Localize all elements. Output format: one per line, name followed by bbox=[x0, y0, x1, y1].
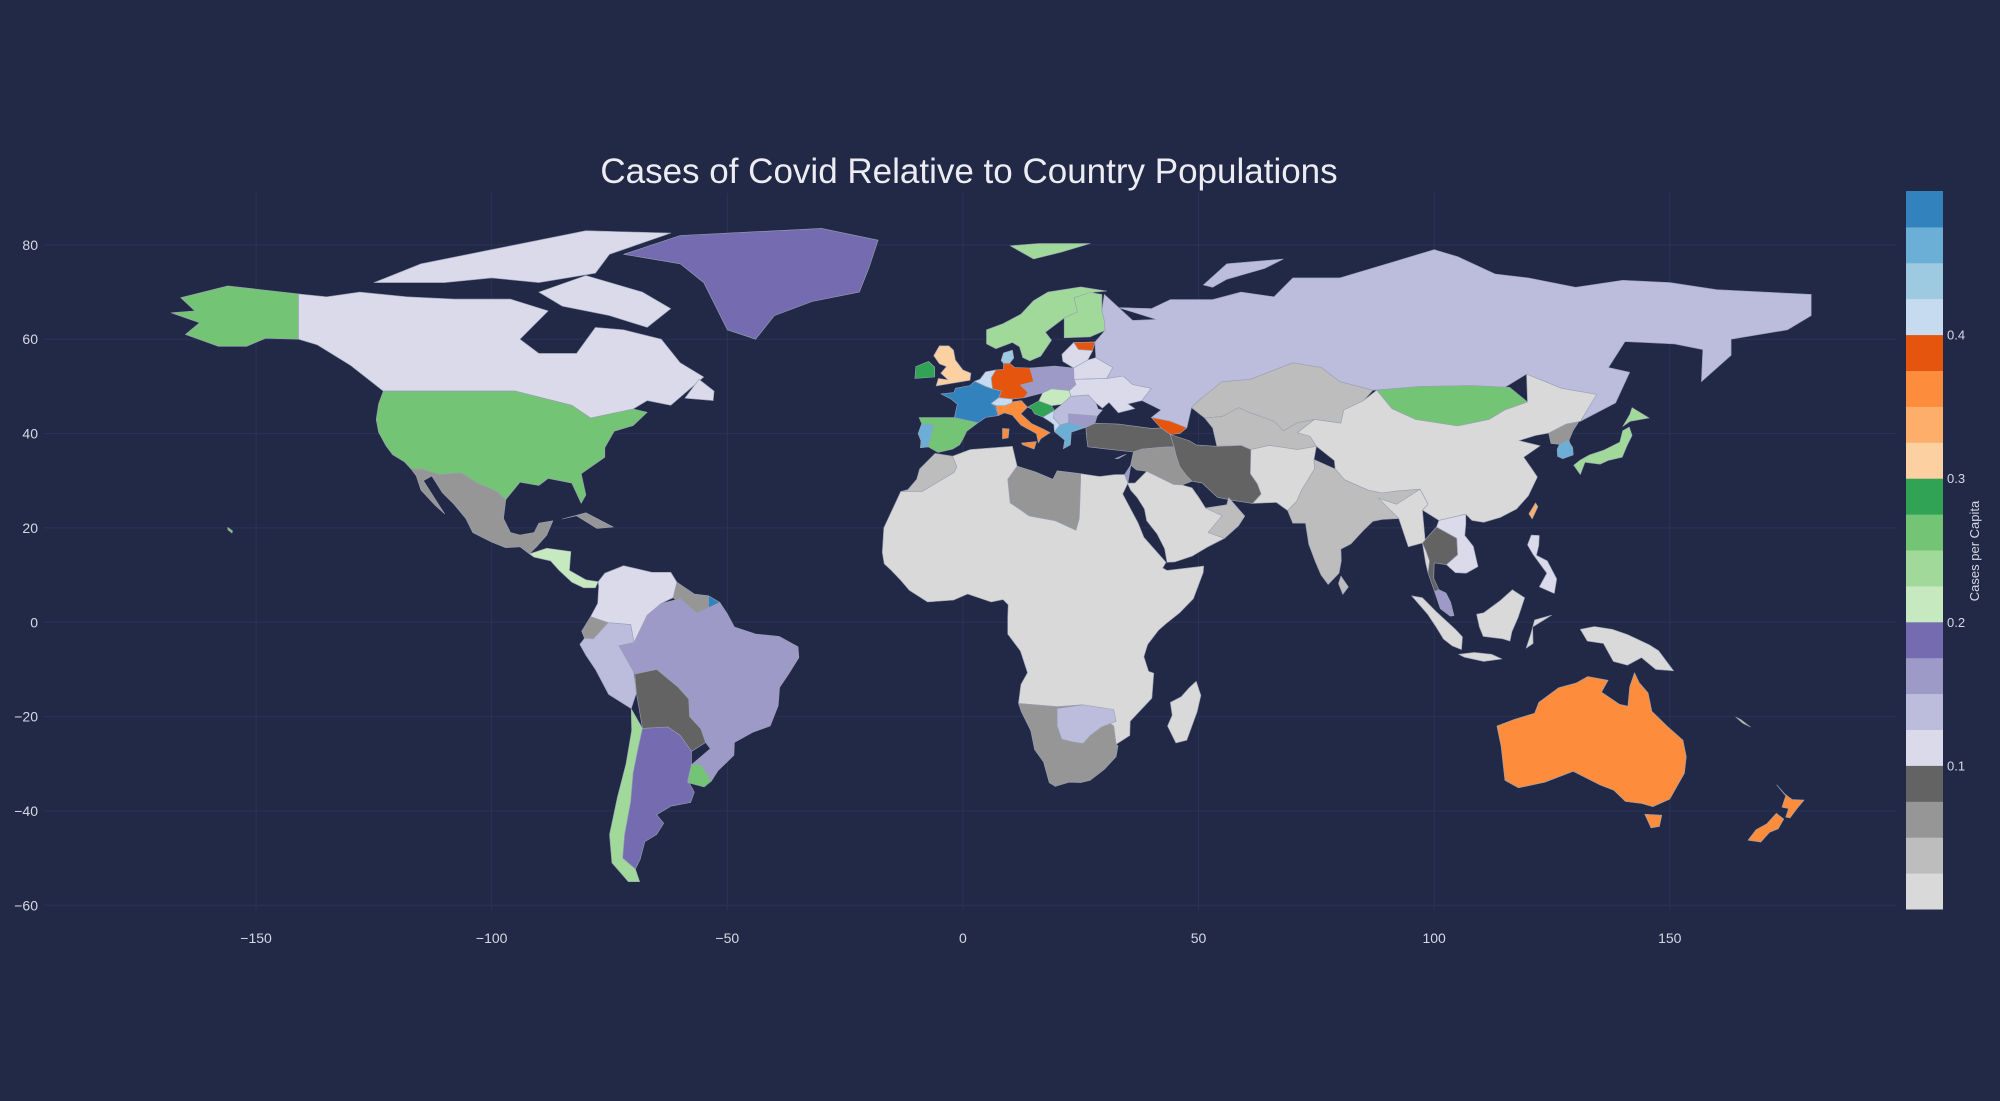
colorbar-bin bbox=[1906, 442, 1943, 479]
x-tick-label: −150 bbox=[240, 930, 272, 946]
country-new-guinea: New Guinea bbox=[1580, 626, 1674, 672]
colorbar-bin bbox=[1906, 226, 1943, 264]
country-australia: Australia bbox=[1496, 672, 1687, 807]
colorbar-bin bbox=[1906, 801, 1943, 838]
country-japan: Japan bbox=[1573, 426, 1633, 475]
country-borneo: Borneo bbox=[1476, 589, 1525, 642]
x-tick-label: −50 bbox=[715, 930, 739, 946]
x-tick-label: −100 bbox=[476, 930, 508, 946]
y-tick-label: 0 bbox=[30, 614, 38, 630]
x-tick-label: 150 bbox=[1658, 930, 1682, 946]
country-iraq-syria: Iraq-Syria bbox=[1130, 446, 1193, 486]
country-netherlands-belgium: Netherlands-Belgium bbox=[974, 369, 997, 390]
y-tick-label: −20 bbox=[14, 709, 38, 725]
country-philippines: Philippines bbox=[1527, 534, 1557, 594]
country-java: Java bbox=[1458, 652, 1503, 662]
country-italy: Italy bbox=[995, 400, 1051, 444]
colorbar-bin bbox=[1906, 837, 1943, 874]
country-baffin-island: Baffin Island bbox=[538, 275, 672, 328]
y-tick-label: −40 bbox=[14, 803, 38, 819]
country-svalbard: Svalbard bbox=[1009, 243, 1091, 260]
country-estonia: Estonia bbox=[1073, 341, 1096, 351]
x-tick-label: 0 bbox=[959, 930, 967, 946]
country-novaya-zemlya: Novaya Zemlya bbox=[1203, 258, 1284, 288]
country-sardinia: Sardinia bbox=[1002, 428, 1010, 440]
colorbar-bins bbox=[1906, 191, 1943, 910]
country-finland: Finland bbox=[1063, 292, 1106, 339]
colorbar-tick-labels: 0.1 0.2 0.3 0.4 bbox=[1947, 328, 1965, 774]
y-tick-label: 80 bbox=[22, 237, 38, 253]
colorbar-bin bbox=[1906, 693, 1943, 730]
colorbar-title: Cases per Capita bbox=[1967, 500, 1982, 601]
country-taiwan: Taiwan bbox=[1528, 502, 1539, 520]
country-canadian-arctic: Canadian Arctic bbox=[373, 230, 672, 283]
colorbar-bin bbox=[1906, 298, 1943, 336]
country-portugal: Portugal bbox=[917, 423, 934, 448]
country-hokkaido: Hokkaido bbox=[1622, 407, 1650, 427]
y-tick-label: 20 bbox=[22, 520, 38, 536]
colorbar-bin bbox=[1906, 585, 1943, 623]
country-uruguay: Uruguay bbox=[687, 764, 712, 788]
country-sri-lanka: Sri Lanka bbox=[1338, 575, 1349, 595]
colorbar-bin bbox=[1906, 478, 1943, 515]
country-botswana-zimbabwe: Botswana-Zimbabwe bbox=[1056, 704, 1117, 744]
country-sulawesi: Sulawesi bbox=[1525, 614, 1552, 649]
colorbar-bin bbox=[1906, 657, 1943, 695]
colorbar-tick-label: 0.1 bbox=[1947, 758, 1965, 773]
axis-tick-labels: −150 −100 −50 0 50 100 150 80 60 40 20 0 −20 −40 −60 bbox=[14, 237, 1681, 946]
colorbar-bin bbox=[1906, 406, 1943, 443]
x-tick-label: 50 bbox=[1191, 930, 1207, 946]
colorbar-bin bbox=[1906, 765, 1943, 802]
country-great-britain: Great Britain bbox=[933, 345, 972, 387]
country-new-zealand-south: New Zealand South bbox=[1747, 813, 1785, 843]
country-denmark: Denmark bbox=[1000, 349, 1015, 364]
country-ireland: Ireland bbox=[914, 361, 935, 379]
country-malaysia-peninsula: Malaysia Peninsula bbox=[1434, 589, 1455, 617]
country-switzerland: Switzerland bbox=[990, 397, 1013, 406]
y-tick-label: −60 bbox=[14, 897, 38, 913]
country-sicily: Sicily bbox=[1021, 441, 1037, 450]
country-madagascar: Madagascar bbox=[1167, 680, 1202, 744]
country-cyprus: Cyprus bbox=[1114, 454, 1127, 459]
colorbar-tick-label: 0.4 bbox=[1947, 328, 1965, 343]
country-greece: Greece bbox=[1054, 422, 1087, 449]
colorbar-bin bbox=[1906, 262, 1943, 300]
colorbar-tick-label: 0.2 bbox=[1947, 615, 1965, 630]
country-oman-uae: Oman-UAE bbox=[1205, 497, 1245, 539]
country-south-korea: South Korea bbox=[1556, 439, 1574, 459]
colorbar-bin bbox=[1906, 334, 1943, 371]
country-mexico: Mexico bbox=[410, 468, 554, 555]
country-hawaii: Hawaii bbox=[227, 527, 233, 534]
country-india: India bbox=[1287, 459, 1421, 585]
country-polygons: GreenlandAlaskaCanadaCanadian ArcticBaff… bbox=[170, 228, 1812, 882]
colorbar-bin bbox=[1906, 729, 1943, 766]
colorbar-tick-label: 0.3 bbox=[1947, 471, 1965, 486]
country-newfoundland: Newfoundland bbox=[684, 379, 715, 401]
colorbar: 0.1 0.2 0.3 0.4 Cases per Capita bbox=[1906, 191, 1982, 910]
country-cuba: Cuba bbox=[562, 512, 614, 529]
country-myanmar-bangladesh: Myanmar-Bangladesh bbox=[1378, 488, 1430, 574]
country-tasmania: Tasmania bbox=[1644, 813, 1663, 829]
country-new-caledonia: New Caledonia bbox=[1735, 716, 1751, 728]
colorbar-bin bbox=[1906, 191, 1943, 228]
colorbar-bin bbox=[1906, 514, 1943, 551]
country-north-africa: North Africa bbox=[882, 446, 1204, 745]
colorbar-bin bbox=[1906, 370, 1943, 407]
colorbar-bin bbox=[1906, 550, 1943, 587]
x-tick-label: 100 bbox=[1422, 930, 1446, 946]
country-united-states: United States bbox=[375, 390, 648, 504]
country-indochina-east: Indochina East bbox=[1436, 513, 1479, 574]
colorbar-bin bbox=[1906, 621, 1943, 659]
y-tick-label: 40 bbox=[22, 426, 38, 442]
country-sumatra: Sumatra bbox=[1411, 595, 1463, 650]
colorbar-bin bbox=[1906, 873, 1943, 910]
y-tick-label: 60 bbox=[22, 331, 38, 347]
country-greenland: Greenland bbox=[623, 228, 879, 340]
country-new-zealand-north: New Zealand North bbox=[1776, 784, 1805, 819]
country-central-america: Central America bbox=[529, 547, 599, 589]
country-argentina: Argentina bbox=[622, 726, 695, 870]
chart-title: Cases of Covid Relative to Country Popul… bbox=[600, 152, 1337, 191]
country-alaska: Alaska bbox=[170, 285, 299, 347]
